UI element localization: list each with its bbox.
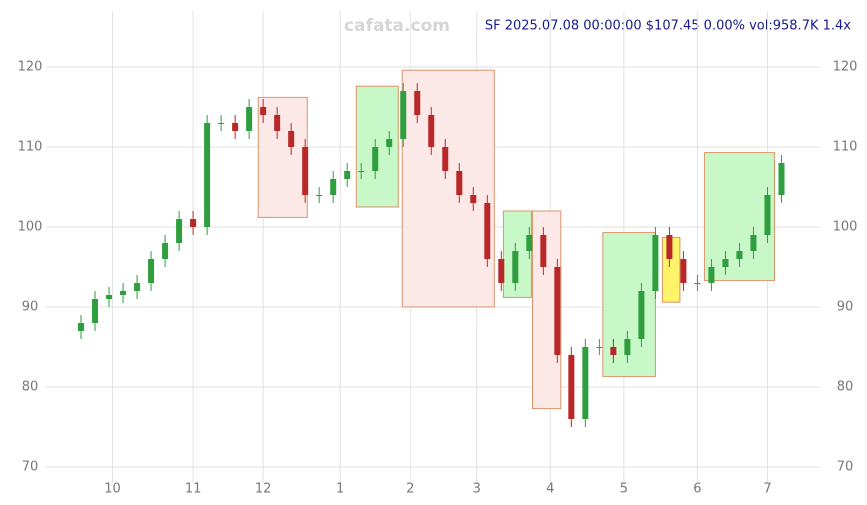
candle-body <box>680 259 687 283</box>
candle-body <box>470 195 477 203</box>
candle-body <box>400 91 407 139</box>
y-tick-label: 100 <box>18 220 43 235</box>
candle-body <box>694 283 701 284</box>
candle-body <box>652 235 659 291</box>
y-tick-label: 120 <box>18 60 43 75</box>
candle-body <box>92 299 99 323</box>
candle-body <box>162 243 169 259</box>
candle-body <box>204 123 211 227</box>
candle-body <box>232 123 239 131</box>
candle-body <box>428 115 435 147</box>
x-tick-label: 6 <box>693 482 701 497</box>
candle-body <box>330 179 337 195</box>
candle-body <box>498 259 505 283</box>
candle-body <box>386 139 393 147</box>
candle-body <box>638 291 645 339</box>
zone <box>257 96 308 218</box>
watermark: cafata.com <box>344 16 450 36</box>
candle-body <box>358 171 365 172</box>
candle-body <box>750 235 757 251</box>
candle-body <box>610 347 617 355</box>
candle-body <box>736 251 743 259</box>
candle-body <box>764 195 771 235</box>
candle-body <box>596 347 603 348</box>
candle-body <box>526 235 533 251</box>
candle-body <box>344 171 351 179</box>
candle-body <box>456 171 463 195</box>
x-tick-label: 12 <box>255 482 272 497</box>
candle-body <box>274 115 281 131</box>
y-tick-label-right: 90 <box>837 300 854 315</box>
x-tick-label: 4 <box>546 482 554 497</box>
candle-body <box>372 147 379 171</box>
candle-body <box>442 147 449 171</box>
y-tick-label-right: 80 <box>837 380 854 395</box>
candle-body <box>120 291 127 295</box>
y-tick-label-right: 120 <box>833 60 858 75</box>
y-tick-label: 110 <box>18 140 43 155</box>
y-tick-label-right: 110 <box>833 140 858 155</box>
candle-body <box>78 323 85 331</box>
header: SF 2025.07.08 00:00:00 $107.45 0.00% vol… <box>485 19 851 34</box>
candle-body <box>624 339 631 355</box>
candle-body <box>708 267 715 283</box>
y-tick-label: 80 <box>22 380 39 395</box>
candle-body <box>554 267 561 355</box>
candle-body <box>190 219 197 227</box>
x-tick-label: 11 <box>185 482 202 497</box>
candle-body <box>246 107 253 131</box>
candle-body <box>218 123 225 124</box>
candle-body <box>512 251 519 283</box>
y-tick-label: 90 <box>22 300 39 315</box>
candle-body <box>302 147 309 195</box>
x-tick-label: 1 <box>336 482 344 497</box>
candle-body <box>484 203 491 259</box>
candle-body <box>722 259 729 267</box>
x-tick-label: 5 <box>620 482 628 497</box>
x-tick-label: 10 <box>104 482 121 497</box>
candle-body <box>778 163 785 195</box>
x-tick-label: 3 <box>473 482 481 497</box>
y-tick-label-right: 100 <box>833 220 858 235</box>
candle-body <box>316 195 323 196</box>
candle-body <box>134 283 141 291</box>
candle-body <box>414 91 421 115</box>
x-tick-label: 7 <box>763 482 771 497</box>
candle-body <box>288 131 295 147</box>
y-tick-label-right: 70 <box>837 460 854 475</box>
candle-body <box>106 295 113 299</box>
x-tick-label: 2 <box>406 482 414 497</box>
candle-body <box>666 235 673 259</box>
candle-body <box>148 259 155 283</box>
candle-body <box>568 355 575 419</box>
candle-body <box>260 107 267 115</box>
y-tick-label: 70 <box>22 460 39 475</box>
candle-body <box>540 235 547 267</box>
candle-body <box>176 219 183 243</box>
candle-body <box>582 347 589 419</box>
